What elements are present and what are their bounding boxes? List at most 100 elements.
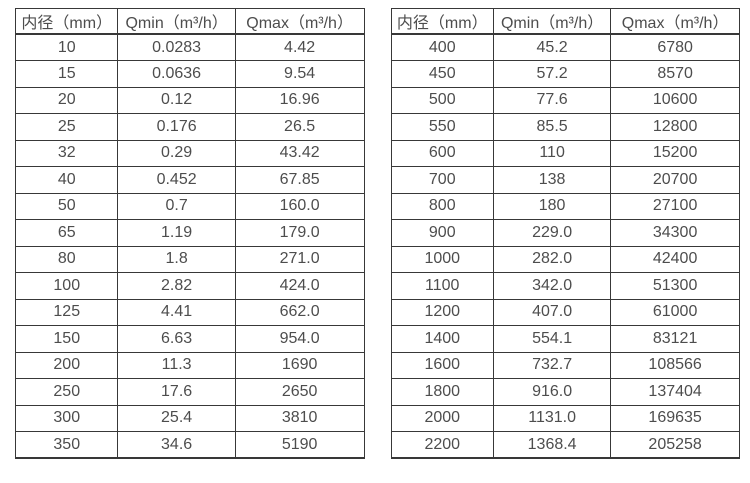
table-cell: 1368.4 xyxy=(492,431,612,459)
table-row: 700 138 20700 xyxy=(390,166,740,194)
table-row: 2200 1368.4 205258 xyxy=(390,431,740,459)
table-row: 25 0.176 26.5 xyxy=(14,113,365,141)
table-cell: 40 xyxy=(14,166,119,194)
table-cell: 1200 xyxy=(390,298,494,326)
table-cell: 916.0 xyxy=(492,378,612,406)
table-cell: 500 xyxy=(390,86,494,114)
table-cell: 282.0 xyxy=(492,245,612,273)
table-row: 80 1.8 271.0 xyxy=(14,245,365,273)
table-row: 1100 342.0 51300 xyxy=(390,272,740,300)
table-cell: 169635 xyxy=(610,404,740,432)
table-cell: 300 xyxy=(14,404,119,432)
table-cell: 8570 xyxy=(610,60,740,88)
table-cell: 42400 xyxy=(610,245,740,273)
table-row: 550 85.5 12800 xyxy=(390,113,740,141)
table-row: 600 110 15200 xyxy=(390,139,740,167)
table-cell: 6.63 xyxy=(117,325,236,353)
table-cell: 110 xyxy=(492,139,612,167)
table-cell: 662.0 xyxy=(234,298,365,326)
table-cell: 25.4 xyxy=(117,404,236,432)
table-row: 350 34.6 5190 xyxy=(14,431,365,459)
table-row: 1200 407.0 61000 xyxy=(390,298,740,326)
table-cell: 108566 xyxy=(610,351,740,379)
table-cell: 50 xyxy=(14,192,119,220)
table-cell: 0.452 xyxy=(117,166,236,194)
table-cell: 1400 xyxy=(390,325,494,353)
table-row: 20 0.12 16.96 xyxy=(14,86,365,114)
table-cell: 12800 xyxy=(610,113,740,141)
table-cell: 27100 xyxy=(610,192,740,220)
table-row: 300 25.4 3810 xyxy=(14,404,365,432)
table-cell: 15 xyxy=(14,60,119,88)
table-cell: 954.0 xyxy=(234,325,365,353)
table-cell: 600 xyxy=(390,139,494,167)
table-cell: 180 xyxy=(492,192,612,220)
table-cell: 424.0 xyxy=(234,272,365,300)
table-cell: 2000 xyxy=(390,404,494,432)
table-cell: 138 xyxy=(492,166,612,194)
table-cell: 1.19 xyxy=(117,219,236,247)
table-cell: 83121 xyxy=(610,325,740,353)
header-row: 内径（mm） Qmin（m³/h） Qmax（m³/h） xyxy=(390,8,740,35)
table-cell: 550 xyxy=(390,113,494,141)
table-row: 15 0.0636 9.54 xyxy=(14,60,365,88)
table-cell: 205258 xyxy=(610,431,740,459)
table-cell: 400 xyxy=(390,33,494,61)
table-cell: 1131.0 xyxy=(492,404,612,432)
table-cell: 10 xyxy=(14,33,119,61)
flow-table-small-diameters: 内径（mm） Qmin（m³/h） Qmax（m³/h） 10 0.0283 4.42 15… xyxy=(14,8,365,459)
table-row: 800 180 27100 xyxy=(390,192,740,220)
table-cell: 250 xyxy=(14,378,119,406)
table-row: 500 77.6 10600 xyxy=(390,86,740,114)
table-row: 1600 732.7 108566 xyxy=(390,351,740,379)
table-cell: 11.3 xyxy=(117,351,236,379)
table-cell: 125 xyxy=(14,298,119,326)
table-cell: 0.12 xyxy=(117,86,236,114)
table-cell: 43.42 xyxy=(234,139,365,167)
table-cell: 80 xyxy=(14,245,119,273)
table-cell: 85.5 xyxy=(492,113,612,141)
table-cell: 51300 xyxy=(610,272,740,300)
table-row: 50 0.7 160.0 xyxy=(14,192,365,220)
table-row: 400 45.2 6780 xyxy=(390,33,740,61)
table-cell: 800 xyxy=(390,192,494,220)
column-header: 内径（mm） xyxy=(14,8,119,35)
table-cell: 1800 xyxy=(390,378,494,406)
header-row: 内径（mm） Qmin（m³/h） Qmax（m³/h） xyxy=(14,8,365,35)
table-row: 250 17.6 2650 xyxy=(14,378,365,406)
table-row: 32 0.29 43.42 xyxy=(14,139,365,167)
table-cell: 3810 xyxy=(234,404,365,432)
column-header: Qmin（m³/h） xyxy=(492,8,612,35)
table-cell: 15200 xyxy=(610,139,740,167)
table-cell: 2650 xyxy=(234,378,365,406)
table-cell: 61000 xyxy=(610,298,740,326)
table-row: 2000 1131.0 169635 xyxy=(390,404,740,432)
table-cell: 6780 xyxy=(610,33,740,61)
table-cell: 20700 xyxy=(610,166,740,194)
table-cell: 732.7 xyxy=(492,351,612,379)
table-row: 150 6.63 954.0 xyxy=(14,325,365,353)
table-cell: 0.7 xyxy=(117,192,236,220)
table-cell: 1100 xyxy=(390,272,494,300)
table-cell: 67.85 xyxy=(234,166,365,194)
table-cell: 160.0 xyxy=(234,192,365,220)
table-cell: 25 xyxy=(14,113,119,141)
table-cell: 26.5 xyxy=(234,113,365,141)
table-cell: 350 xyxy=(14,431,119,459)
table-cell: 32 xyxy=(14,139,119,167)
table-cell: 34.6 xyxy=(117,431,236,459)
flow-table-large-diameters: 内径（mm） Qmin（m³/h） Qmax（m³/h） 400 45.2 6780 450… xyxy=(390,8,741,459)
table-cell: 45.2 xyxy=(492,33,612,61)
table-cell: 9.54 xyxy=(234,60,365,88)
table-row: 200 11.3 1690 xyxy=(14,351,365,379)
table-cell: 16.96 xyxy=(234,86,365,114)
table-cell: 0.0283 xyxy=(117,33,236,61)
column-header: Qmin（m³/h） xyxy=(117,8,236,35)
table-row: 125 4.41 662.0 xyxy=(14,298,365,326)
table-row: 65 1.19 179.0 xyxy=(14,219,365,247)
table-row: 10 0.0283 4.42 xyxy=(14,33,365,61)
table-cell: 1000 xyxy=(390,245,494,273)
column-header: Qmax（m³/h） xyxy=(610,8,740,35)
table-cell: 229.0 xyxy=(492,219,612,247)
table-cell: 4.42 xyxy=(234,33,365,61)
